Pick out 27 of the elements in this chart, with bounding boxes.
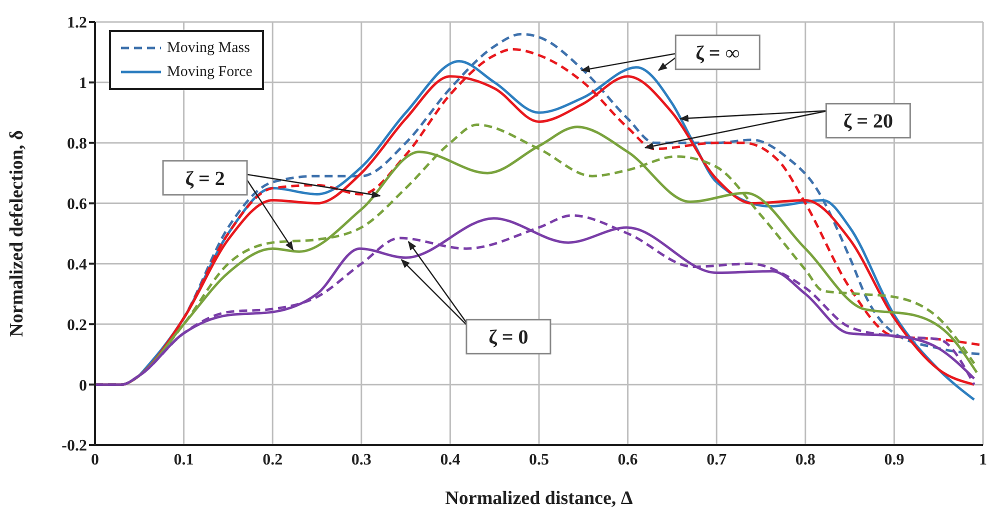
legend-label: Moving Force [167,63,252,82]
x-axis-title: Normalized distance, Δ [444,488,634,510]
x-tick-label: 0.6 [618,451,638,468]
x-tick-label: 0.8 [795,451,816,468]
y-tick-label: 0.4 [67,256,87,274]
y-tick-label: 1.2 [67,14,87,32]
legend-label: Moving Mass [167,39,250,58]
x-tick-label: 0.2 [262,451,283,468]
annotation: ζ = 20 [843,110,894,133]
x-tick-label: 0 [91,451,99,468]
x-tick-label: 0.3 [351,451,372,468]
y-tick-label: 0.6 [67,196,87,213]
y-tick-label: 0.2 [67,316,87,334]
x-tick-label: 1 [979,451,987,468]
x-tick-label: 0.1 [174,451,194,468]
x-tick-label: 0.7 [706,451,727,468]
annotation: ζ = 0 [488,326,528,349]
y-tick-label: -0.2 [62,438,87,455]
y-tick-label: 0 [79,377,87,394]
x-tick-label: 0.4 [440,451,460,468]
y-axis-title: Normalized defelection, δ [6,130,28,337]
annotation: ζ = 2 [185,168,225,190]
x-tick-label: 0.5 [529,451,549,468]
y-tick-label: 1 [79,75,87,92]
y-tick-label: 0.8 [67,136,87,153]
annotation: ζ = ∞ [696,42,740,64]
x-tick-label: 0.9 [884,451,904,468]
